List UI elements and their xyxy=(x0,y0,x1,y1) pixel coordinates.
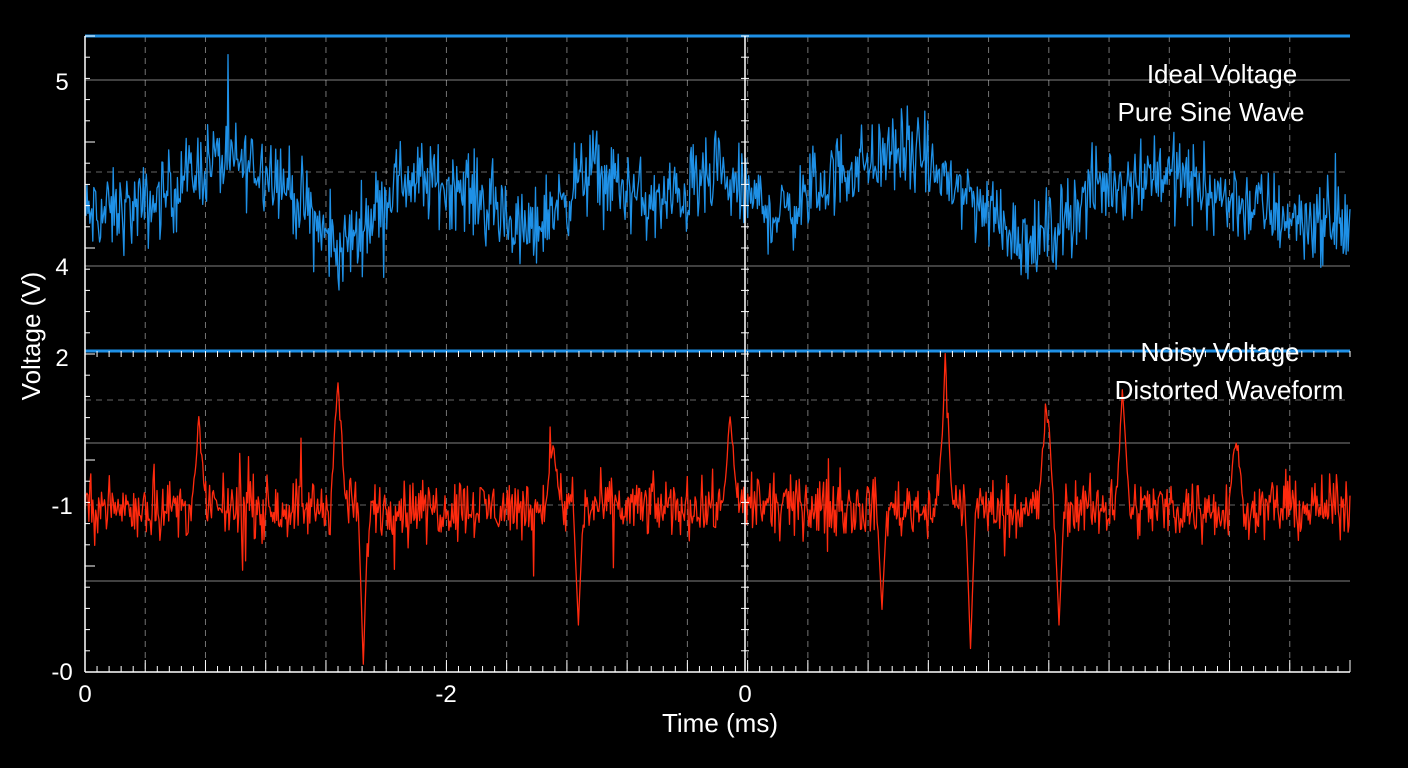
ideal-voltage-series-line xyxy=(84,53,1351,291)
minor-ticks xyxy=(84,35,1351,673)
y-tick-label-neg0: -0 xyxy=(51,659,72,686)
legend-ideal-subtitle: Pure Sine Wave xyxy=(1118,97,1305,127)
noisy-voltage-series-line xyxy=(84,353,1351,665)
x-tick-label-neg2: -2 xyxy=(435,681,456,708)
x-tick-label-0-left: 0 xyxy=(78,681,91,708)
legend-noisy-subtitle: Distorted Waveform xyxy=(1115,375,1344,405)
x-axis-title: Time (ms) xyxy=(662,708,778,738)
legend-ideal-name: Ideal Voltage xyxy=(1147,59,1297,89)
y-tick-label-4: 4 xyxy=(55,254,68,281)
y-tick-label-neg1: -1 xyxy=(51,493,72,520)
y-axis-title: Voltage (V) xyxy=(16,272,46,401)
y-tick-label-2: 2 xyxy=(55,345,68,372)
legend-noisy-name: Noisy Voltage xyxy=(1141,337,1300,367)
x-tick-label-0-center: 0 xyxy=(738,681,751,708)
y-tick-label-5: 5 xyxy=(55,69,68,96)
